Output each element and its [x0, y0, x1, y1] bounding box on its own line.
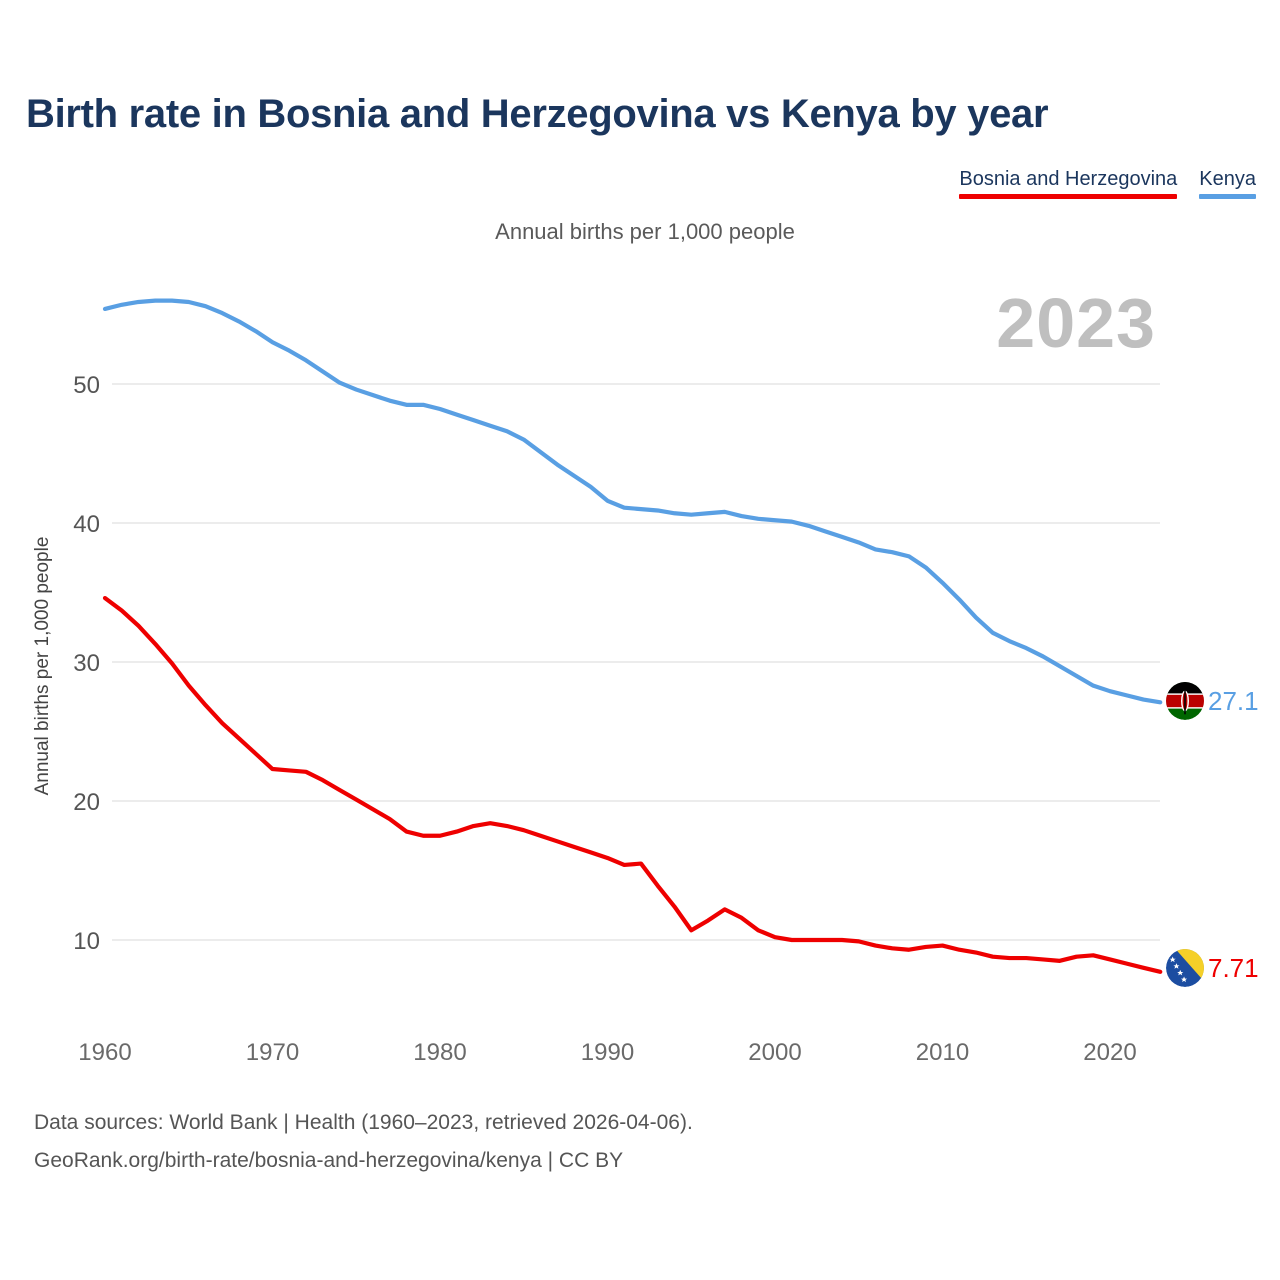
bosnia-and-herzegovina-flag-icon [1166, 949, 1204, 987]
x-axis-tick-labels: 1960 1970 1980 1990 2000 2010 2020 [78, 1039, 1136, 1066]
endpoint-value-bosnia-and-herzegovina: 7.71 [1208, 953, 1259, 983]
legend-color-swatch-kenya [1199, 194, 1256, 199]
legend-label-bosnia-and-herzegovina: Bosnia and Herzegovina [959, 168, 1178, 190]
x-axis-tick-label: 1980 [413, 1039, 466, 1066]
x-axis-tick-label: 1990 [581, 1039, 634, 1066]
x-axis-tick-label: 2010 [916, 1039, 969, 1066]
x-axis-tick-label: 1960 [78, 1039, 131, 1066]
endpoint-value-kenya: 27.1 [1208, 686, 1259, 716]
x-axis-tick-label: 1970 [246, 1039, 299, 1066]
y-axis-tick-label: 20 [73, 789, 100, 816]
footer-data-sources: Data sources: World Bank | Health (1960–… [34, 1111, 693, 1134]
watermark-year: 2023 [996, 284, 1156, 362]
y-axis-tick-labels: 10 20 30 40 50 [73, 372, 100, 955]
legend-color-swatch-bosnia-and-herzegovina [959, 194, 1178, 199]
kenya-flag-icon [1166, 682, 1204, 720]
chart-legend: Bosnia and Herzegovina Kenya [959, 166, 1256, 199]
legend-label-kenya: Kenya [1199, 168, 1256, 190]
series-lines [102, 298, 1163, 974]
x-axis-tick-label: 2020 [1083, 1039, 1136, 1066]
y-axis-tick-label: 40 [73, 511, 100, 538]
legend-item-bosnia-and-herzegovina[interactable]: Bosnia and Herzegovina [959, 166, 1178, 199]
chart-title: Birth rate in Bosnia and Herzegovina vs … [26, 92, 1049, 136]
legend-item-kenya[interactable]: Kenya [1199, 166, 1256, 199]
footer-attribution: GeoRank.org/birth-rate/bosnia-and-herzeg… [34, 1149, 624, 1172]
gridlines [112, 383, 1160, 941]
y-axis-tick-label: 10 [73, 928, 100, 955]
x-axis-tick-label: 2000 [748, 1039, 801, 1066]
series-line-kenya [102, 298, 1163, 705]
footer: Data sources: World Bank | Health (1960–… [34, 1104, 693, 1180]
y-axis-tick-label: 30 [73, 650, 100, 677]
chart-subtitle: Annual births per 1,000 people [495, 219, 795, 244]
series-line-bosnia-and-herzegovina [102, 595, 1163, 974]
y-axis-tick-label: 50 [73, 372, 100, 399]
